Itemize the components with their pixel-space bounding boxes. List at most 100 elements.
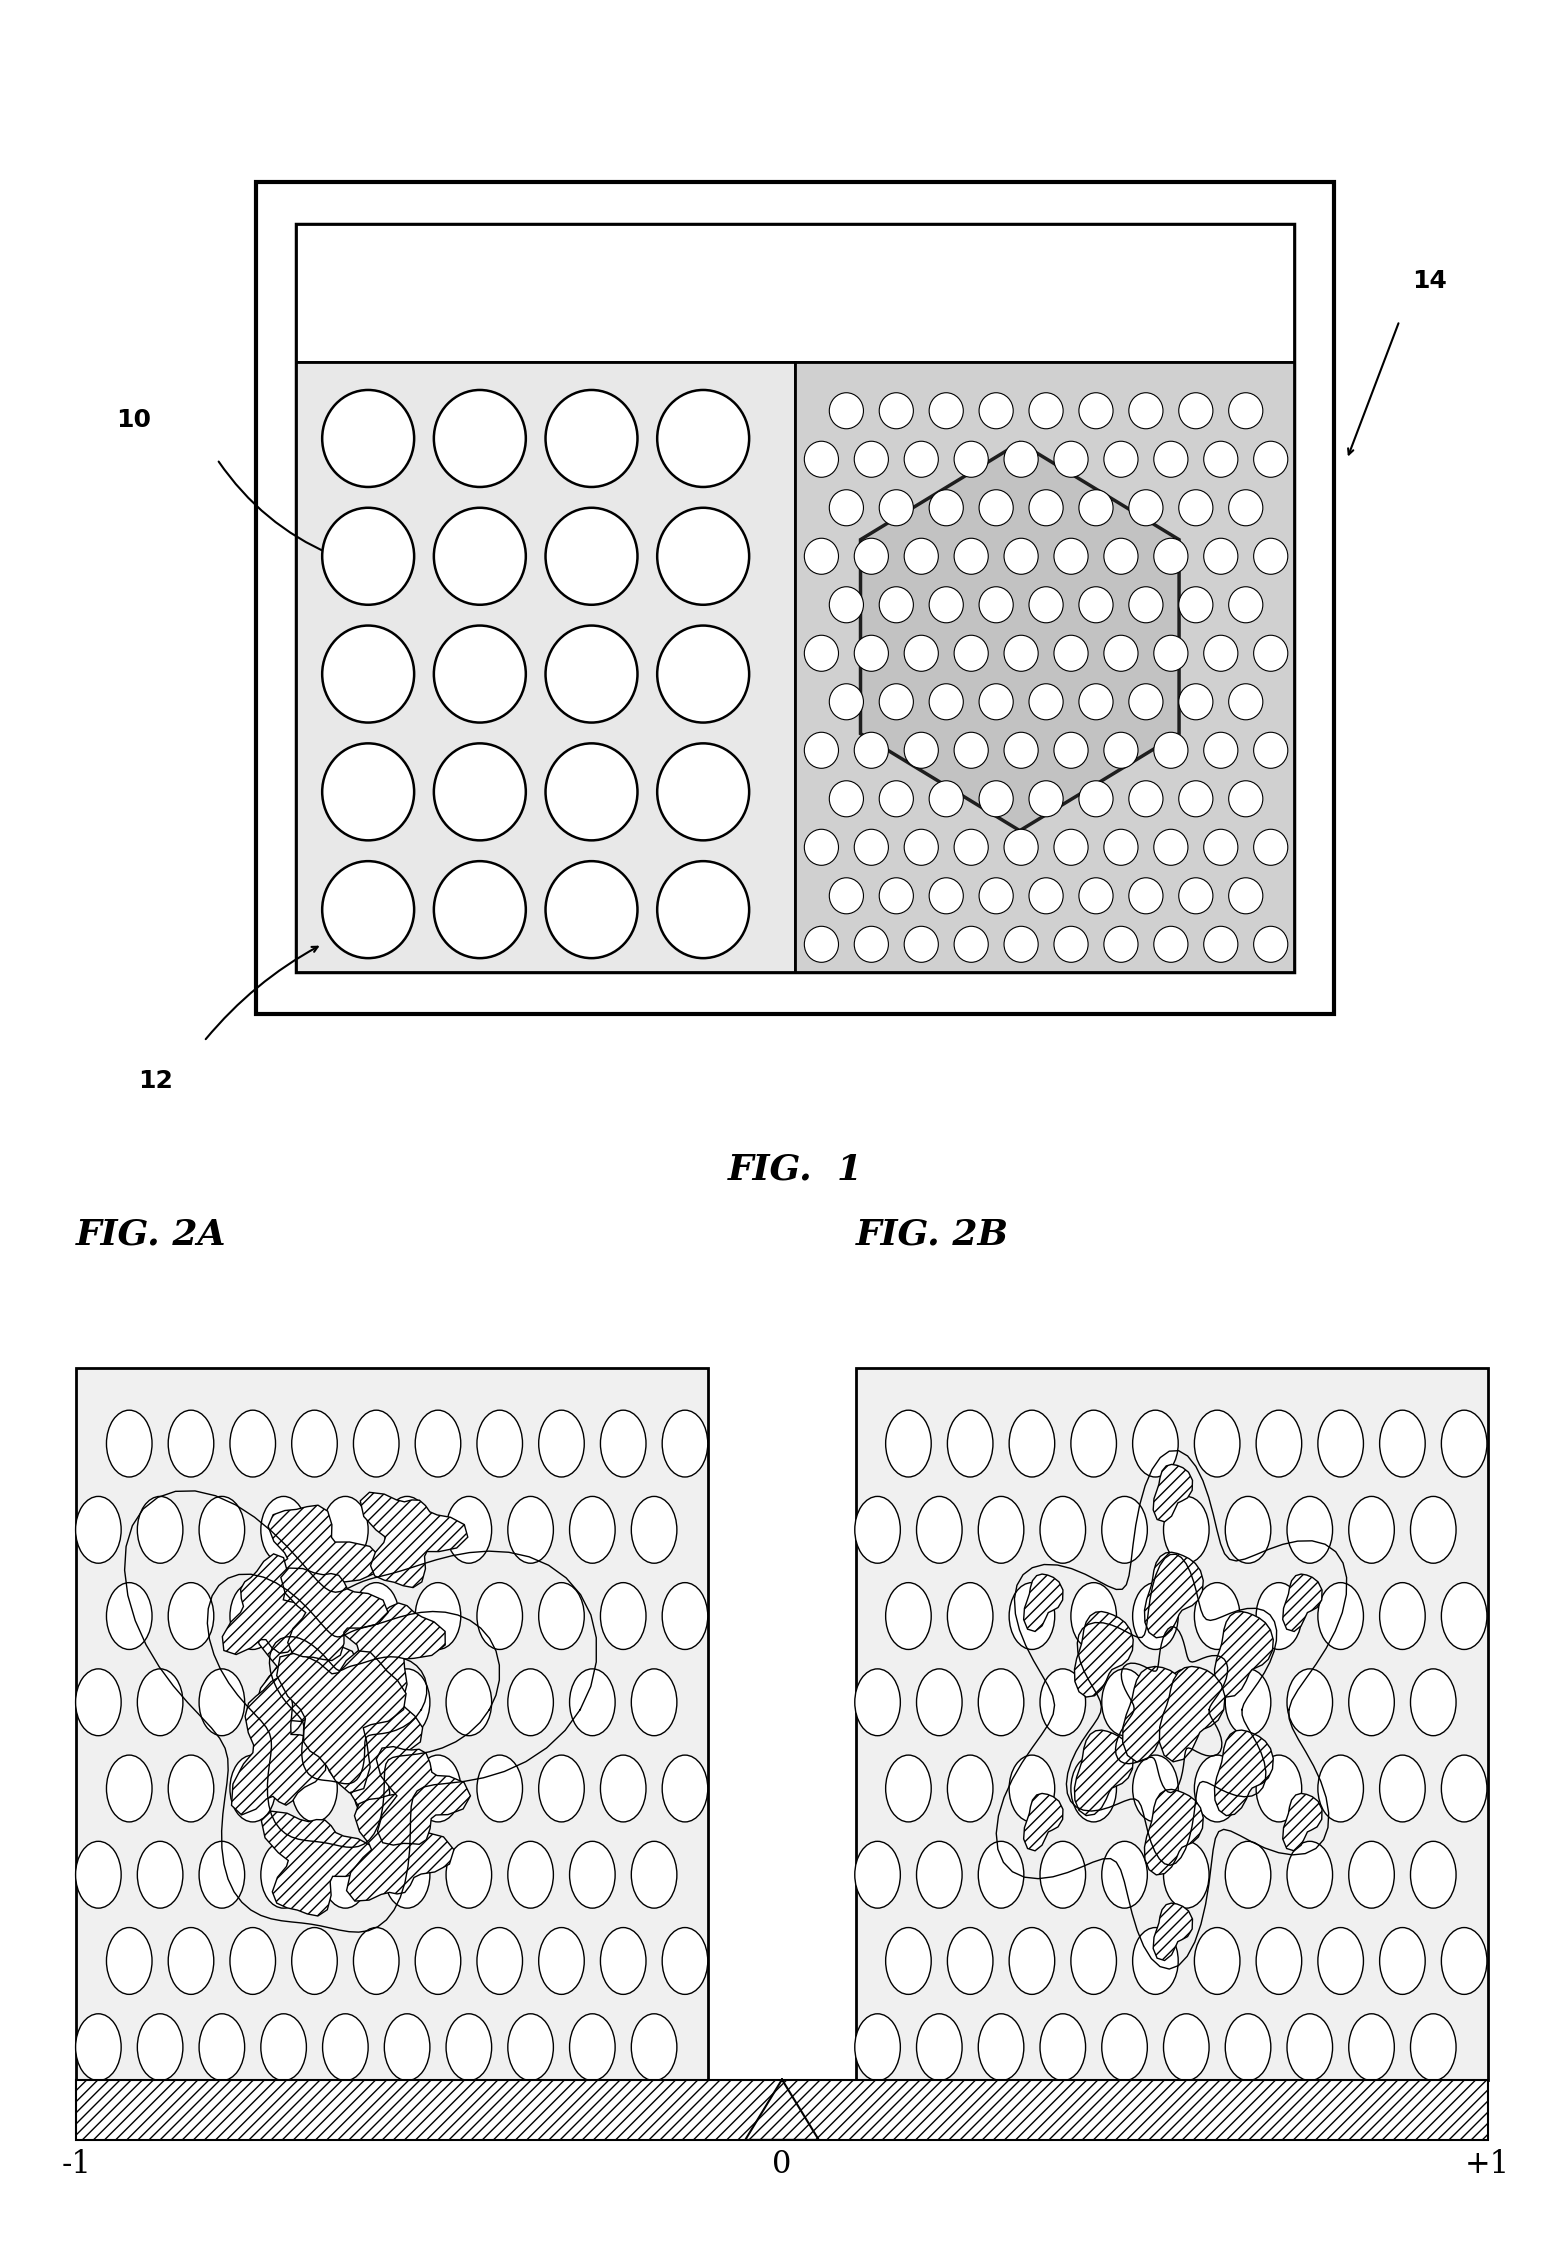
Circle shape xyxy=(353,1584,399,1649)
Circle shape xyxy=(804,830,838,866)
Circle shape xyxy=(1256,1584,1301,1649)
Circle shape xyxy=(1154,927,1189,963)
Circle shape xyxy=(446,1496,491,1563)
Polygon shape xyxy=(1215,1730,1273,1816)
Circle shape xyxy=(879,490,913,526)
Circle shape xyxy=(230,1584,275,1649)
Polygon shape xyxy=(253,1611,360,1724)
Circle shape xyxy=(1132,1584,1178,1649)
Circle shape xyxy=(917,1496,962,1563)
Circle shape xyxy=(546,862,638,959)
Circle shape xyxy=(1154,636,1189,672)
Circle shape xyxy=(1254,733,1287,769)
Circle shape xyxy=(508,1841,554,1909)
Circle shape xyxy=(353,1755,399,1823)
Circle shape xyxy=(929,878,963,914)
Circle shape xyxy=(138,1669,183,1735)
Circle shape xyxy=(1104,733,1139,769)
Circle shape xyxy=(1040,1841,1085,1909)
Circle shape xyxy=(169,1927,214,1994)
Circle shape xyxy=(904,830,938,866)
Circle shape xyxy=(804,442,838,478)
Circle shape xyxy=(433,625,526,722)
Circle shape xyxy=(632,2015,677,2080)
Polygon shape xyxy=(282,1568,388,1660)
Bar xyxy=(77,2080,1487,2141)
Circle shape xyxy=(1287,2015,1333,2080)
Circle shape xyxy=(829,490,863,526)
Circle shape xyxy=(1164,1669,1209,1735)
Circle shape xyxy=(885,1755,931,1823)
Circle shape xyxy=(1442,1584,1487,1649)
Polygon shape xyxy=(333,1597,446,1706)
Circle shape xyxy=(353,1410,399,1478)
Circle shape xyxy=(904,927,938,963)
Circle shape xyxy=(1348,1669,1395,1735)
Bar xyxy=(256,183,1334,1013)
Circle shape xyxy=(1104,539,1139,575)
Text: FIG.  1: FIG. 1 xyxy=(727,1153,863,1187)
Circle shape xyxy=(1164,1496,1209,1563)
Polygon shape xyxy=(1123,1667,1189,1762)
Polygon shape xyxy=(277,1651,407,1794)
Circle shape xyxy=(1254,442,1287,478)
Circle shape xyxy=(569,1841,615,1909)
Circle shape xyxy=(106,1927,152,1994)
Circle shape xyxy=(261,1669,307,1735)
Circle shape xyxy=(138,1841,183,1909)
Circle shape xyxy=(1379,1927,1425,1994)
Circle shape xyxy=(292,1410,338,1478)
Circle shape xyxy=(954,830,988,866)
Circle shape xyxy=(885,1410,931,1478)
Circle shape xyxy=(1287,1841,1333,1909)
Circle shape xyxy=(1101,1841,1148,1909)
Circle shape xyxy=(1071,1755,1117,1823)
Circle shape xyxy=(1204,636,1237,672)
Circle shape xyxy=(1179,878,1214,914)
Circle shape xyxy=(979,684,1013,720)
Circle shape xyxy=(1104,442,1139,478)
Circle shape xyxy=(1225,1496,1272,1563)
Polygon shape xyxy=(1145,1552,1203,1638)
Circle shape xyxy=(477,1584,522,1649)
Bar xyxy=(795,363,1295,972)
Circle shape xyxy=(1079,393,1114,429)
Circle shape xyxy=(569,2015,615,2080)
Circle shape xyxy=(1154,442,1189,478)
Circle shape xyxy=(904,539,938,575)
Circle shape xyxy=(1040,1669,1085,1735)
Circle shape xyxy=(662,1584,708,1649)
Circle shape xyxy=(385,1669,430,1735)
Circle shape xyxy=(322,1841,368,1909)
Circle shape xyxy=(199,1496,244,1563)
Circle shape xyxy=(1229,587,1262,623)
Circle shape xyxy=(954,442,988,478)
Circle shape xyxy=(1164,2015,1209,2080)
Circle shape xyxy=(979,878,1013,914)
Circle shape xyxy=(1101,1669,1148,1735)
Polygon shape xyxy=(260,1505,382,1609)
Polygon shape xyxy=(1024,1575,1064,1631)
Circle shape xyxy=(1318,1584,1364,1649)
Circle shape xyxy=(979,781,1013,817)
Circle shape xyxy=(322,744,414,839)
Circle shape xyxy=(1054,927,1089,963)
Circle shape xyxy=(657,508,749,605)
Circle shape xyxy=(508,1669,554,1735)
Circle shape xyxy=(433,744,526,839)
Circle shape xyxy=(1071,1584,1117,1649)
Circle shape xyxy=(1129,587,1164,623)
Circle shape xyxy=(879,781,913,817)
Circle shape xyxy=(1132,1410,1178,1478)
Circle shape xyxy=(601,1755,646,1823)
Circle shape xyxy=(856,1669,901,1735)
Circle shape xyxy=(1256,1410,1301,1478)
Circle shape xyxy=(1129,393,1164,429)
Circle shape xyxy=(954,927,988,963)
Circle shape xyxy=(978,2015,1024,2080)
Circle shape xyxy=(917,1669,962,1735)
Circle shape xyxy=(1071,1927,1117,1994)
Circle shape xyxy=(1101,2015,1148,2080)
Circle shape xyxy=(1195,1410,1240,1478)
Circle shape xyxy=(1204,539,1237,575)
